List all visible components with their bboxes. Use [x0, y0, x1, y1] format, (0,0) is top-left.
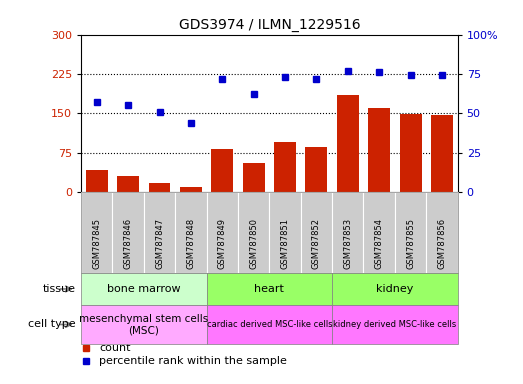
- Text: GSM787851: GSM787851: [280, 218, 290, 269]
- Title: GDS3974 / ILMN_1229516: GDS3974 / ILMN_1229516: [178, 18, 360, 32]
- Bar: [149, 182, 170, 192]
- Bar: [243, 163, 265, 192]
- Bar: [211, 149, 233, 192]
- Bar: [180, 187, 202, 192]
- Text: GSM787846: GSM787846: [123, 218, 133, 269]
- Text: cardiac derived MSC-like cells: cardiac derived MSC-like cells: [207, 320, 332, 329]
- Text: GSM787855: GSM787855: [406, 218, 415, 269]
- Text: tissue: tissue: [43, 284, 76, 294]
- Text: GSM787856: GSM787856: [437, 218, 447, 269]
- Text: bone marrow: bone marrow: [107, 284, 180, 294]
- Text: kidney: kidney: [376, 284, 414, 294]
- Bar: [400, 114, 422, 192]
- Text: kidney derived MSC-like cells: kidney derived MSC-like cells: [333, 320, 457, 329]
- Bar: [431, 115, 453, 192]
- Bar: [368, 108, 390, 192]
- Text: cell type: cell type: [28, 319, 76, 329]
- Text: count: count: [99, 343, 131, 353]
- Text: GSM787854: GSM787854: [374, 218, 384, 269]
- Text: GSM787845: GSM787845: [92, 218, 101, 269]
- Bar: [86, 170, 108, 192]
- Bar: [117, 176, 139, 192]
- Bar: [305, 147, 327, 192]
- Text: mesenchymal stem cells
(MSC): mesenchymal stem cells (MSC): [79, 314, 209, 335]
- Bar: [337, 95, 359, 192]
- Text: GSM787853: GSM787853: [343, 218, 353, 269]
- Text: GSM787850: GSM787850: [249, 218, 258, 269]
- Text: GSM787848: GSM787848: [186, 218, 196, 269]
- Text: GSM787847: GSM787847: [155, 218, 164, 269]
- Text: GSM787852: GSM787852: [312, 218, 321, 269]
- Text: GSM787849: GSM787849: [218, 218, 227, 269]
- Text: percentile rank within the sample: percentile rank within the sample: [99, 356, 287, 366]
- Bar: [274, 142, 296, 192]
- Text: heart: heart: [254, 284, 285, 294]
